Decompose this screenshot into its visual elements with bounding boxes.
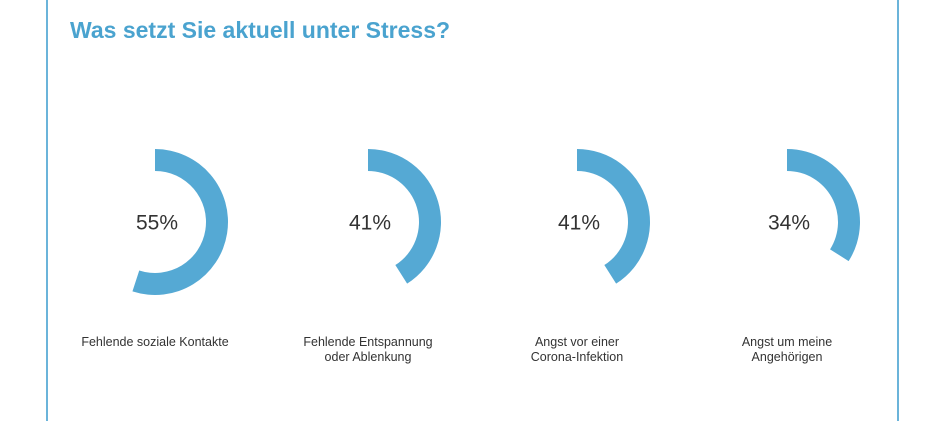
category-label: Angst um meine Angehörigen <box>741 335 833 364</box>
category-label: Fehlende Entspannung oder Ablenkung <box>303 335 433 364</box>
chart-title: Was setzt Sie aktuell unter Stress? <box>70 17 450 43</box>
progress-arc <box>132 149 228 295</box>
value-label: 41% <box>349 212 391 235</box>
progress-arc <box>577 149 650 284</box>
progress-arc <box>368 149 441 284</box>
value-label: 55% <box>136 212 178 235</box>
progress-arc <box>787 149 860 262</box>
category-label: Fehlende soziale Kontakte <box>81 335 229 349</box>
value-label: 41% <box>558 212 600 235</box>
category-label: Angst vor einer Corona-Infektion <box>530 335 624 364</box>
value-label: 34% <box>768 212 810 235</box>
